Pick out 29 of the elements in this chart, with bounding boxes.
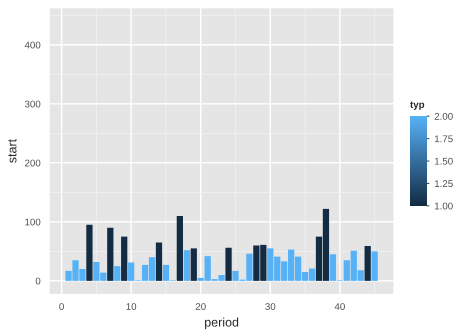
bar <box>225 248 232 281</box>
bar <box>107 228 114 281</box>
bar <box>176 216 183 281</box>
bar <box>184 250 190 281</box>
color-bar-label: 1.50 <box>434 158 453 165</box>
color-bar-title: typ <box>410 102 424 110</box>
bar <box>372 251 378 281</box>
y-axis-title: start <box>8 138 16 163</box>
color-bar-label: 1.25 <box>434 180 453 188</box>
x-axis-title: period <box>205 317 238 330</box>
x-tick-label: 30 <box>265 303 276 310</box>
y-tick-label: 200 <box>25 160 40 166</box>
color-bar-label: 2.00 <box>434 112 453 120</box>
bar <box>114 266 120 281</box>
y-tick-label: 400 <box>24 42 40 48</box>
y-tick-label: 100 <box>25 218 40 226</box>
color-bar-label: 1.00 <box>434 202 453 210</box>
y-tick-label: 0 <box>36 278 40 284</box>
bar <box>156 242 162 281</box>
bar <box>364 246 371 281</box>
bar <box>190 248 197 281</box>
x-tick-label: 0 <box>59 303 64 310</box>
y-tick-label: 300 <box>24 100 40 108</box>
x-tick-label: 40 <box>334 303 345 310</box>
x-tick-label: 20 <box>196 303 206 310</box>
color-bar-label: 1.75 <box>434 135 453 142</box>
bar <box>86 224 93 281</box>
x-tick-label: 10 <box>126 303 136 310</box>
bar <box>121 236 128 281</box>
